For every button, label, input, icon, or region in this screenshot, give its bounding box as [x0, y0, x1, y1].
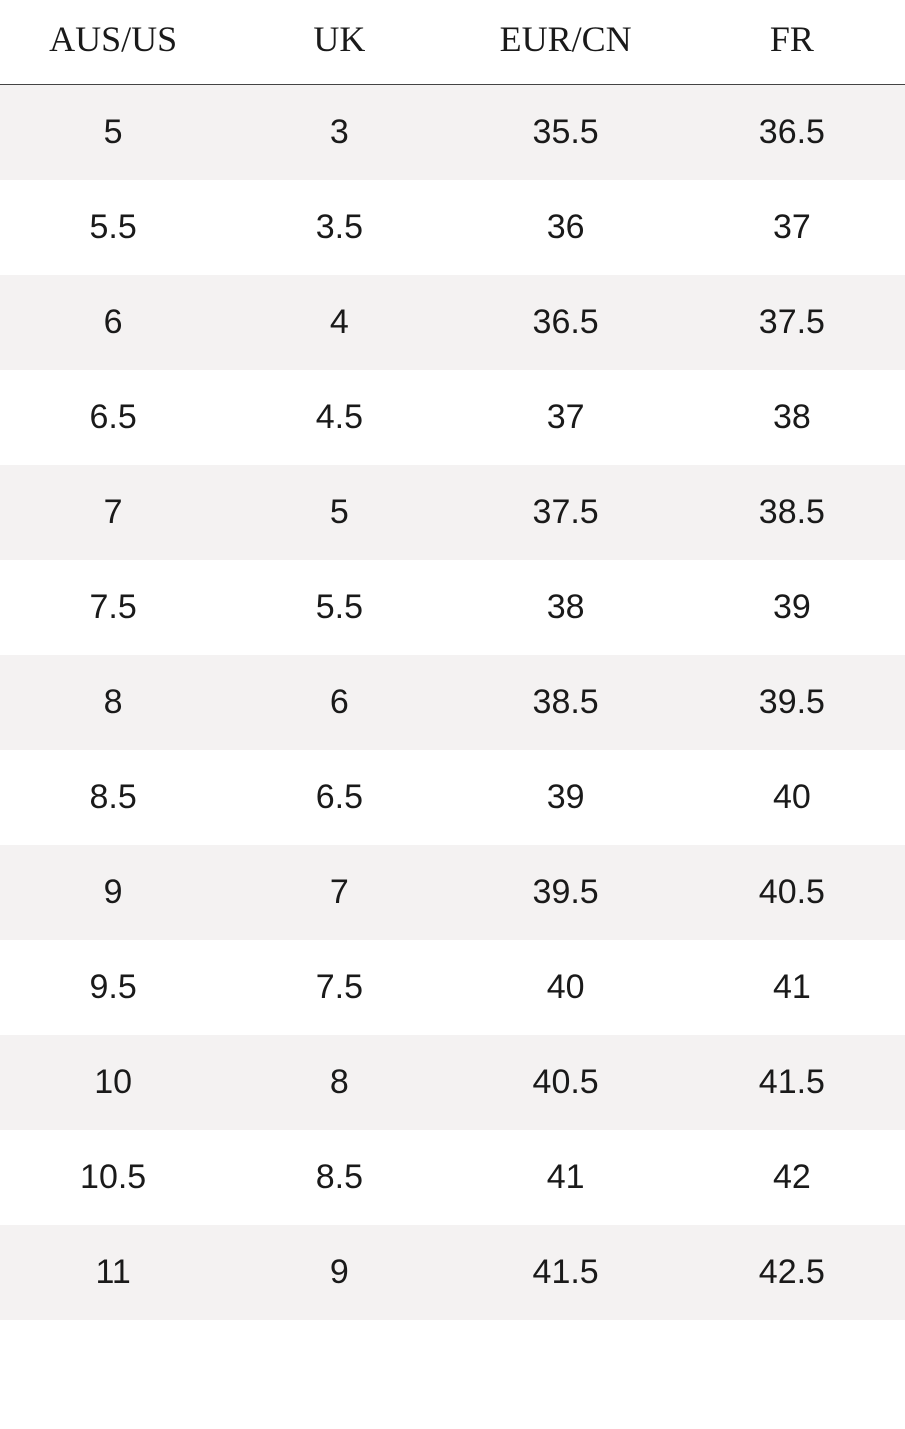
cell: 40 — [453, 940, 679, 1035]
cell: 40.5 — [453, 1035, 679, 1130]
table-body: 5 3 35.5 36.5 5.5 3.5 36 37 6 4 36.5 37.… — [0, 85, 905, 1321]
cell: 42 — [679, 1130, 905, 1225]
col-header-eur-cn: EUR/CN — [453, 0, 679, 85]
cell: 36.5 — [453, 275, 679, 370]
cell: 7 — [226, 845, 452, 940]
cell: 5.5 — [226, 560, 452, 655]
cell: 39 — [453, 750, 679, 845]
table-row: 7.5 5.5 38 39 — [0, 560, 905, 655]
table-row: 9.5 7.5 40 41 — [0, 940, 905, 1035]
table-row: 10.5 8.5 41 42 — [0, 1130, 905, 1225]
cell: 35.5 — [453, 85, 679, 181]
cell: 8.5 — [0, 750, 226, 845]
cell: 7.5 — [0, 560, 226, 655]
cell: 38 — [679, 370, 905, 465]
cell: 6.5 — [226, 750, 452, 845]
table-row: 5.5 3.5 36 37 — [0, 180, 905, 275]
cell: 41.5 — [679, 1035, 905, 1130]
cell: 37 — [453, 370, 679, 465]
cell: 4 — [226, 275, 452, 370]
table-row: 6.5 4.5 37 38 — [0, 370, 905, 465]
table-row: 6 4 36.5 37.5 — [0, 275, 905, 370]
cell: 41.5 — [453, 1225, 679, 1320]
cell: 5.5 — [0, 180, 226, 275]
cell: 7.5 — [226, 940, 452, 1035]
cell: 9 — [226, 1225, 452, 1320]
cell: 8 — [226, 1035, 452, 1130]
cell: 39.5 — [453, 845, 679, 940]
cell: 39.5 — [679, 655, 905, 750]
cell: 38.5 — [453, 655, 679, 750]
cell: 42.5 — [679, 1225, 905, 1320]
table-row: 9 7 39.5 40.5 — [0, 845, 905, 940]
cell: 38.5 — [679, 465, 905, 560]
cell: 37.5 — [453, 465, 679, 560]
cell: 6.5 — [0, 370, 226, 465]
table-row: 8.5 6.5 39 40 — [0, 750, 905, 845]
cell: 39 — [679, 560, 905, 655]
cell: 10 — [0, 1035, 226, 1130]
cell: 8.5 — [226, 1130, 452, 1225]
cell: 41 — [453, 1130, 679, 1225]
cell: 8 — [0, 655, 226, 750]
table-header: AUS/US UK EUR/CN FR — [0, 0, 905, 85]
cell: 4.5 — [226, 370, 452, 465]
col-header-uk: UK — [226, 0, 452, 85]
size-chart-table: AUS/US UK EUR/CN FR 5 3 35.5 36.5 5.5 3.… — [0, 0, 905, 1320]
cell: 11 — [0, 1225, 226, 1320]
cell: 5 — [0, 85, 226, 181]
cell: 37 — [679, 180, 905, 275]
col-header-aus-us: AUS/US — [0, 0, 226, 85]
size-chart-container: AUS/US UK EUR/CN FR 5 3 35.5 36.5 5.5 3.… — [0, 0, 905, 1320]
cell: 7 — [0, 465, 226, 560]
cell: 9.5 — [0, 940, 226, 1035]
table-row: 8 6 38.5 39.5 — [0, 655, 905, 750]
cell: 40.5 — [679, 845, 905, 940]
cell: 41 — [679, 940, 905, 1035]
cell: 3.5 — [226, 180, 452, 275]
cell: 5 — [226, 465, 452, 560]
cell: 36 — [453, 180, 679, 275]
cell: 3 — [226, 85, 452, 181]
cell: 6 — [226, 655, 452, 750]
cell: 10.5 — [0, 1130, 226, 1225]
cell: 40 — [679, 750, 905, 845]
cell: 37.5 — [679, 275, 905, 370]
col-header-fr: FR — [679, 0, 905, 85]
cell: 36.5 — [679, 85, 905, 181]
table-row: 7 5 37.5 38.5 — [0, 465, 905, 560]
cell: 9 — [0, 845, 226, 940]
table-row: 5 3 35.5 36.5 — [0, 85, 905, 181]
cell: 38 — [453, 560, 679, 655]
cell: 6 — [0, 275, 226, 370]
table-row: 11 9 41.5 42.5 — [0, 1225, 905, 1320]
table-row: 10 8 40.5 41.5 — [0, 1035, 905, 1130]
